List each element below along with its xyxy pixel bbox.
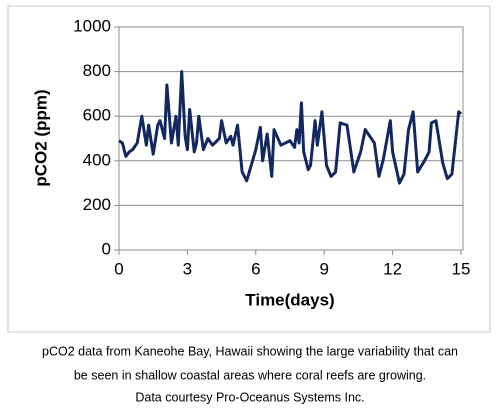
plot-border xyxy=(118,26,464,251)
caption-line: be seen in shallow coastal areas where c… xyxy=(74,368,426,382)
y-tick-label: 200 xyxy=(83,195,111,214)
x-tick-label: 6 xyxy=(251,259,260,278)
chart-frame xyxy=(7,5,491,333)
y-tick-label: 1000 xyxy=(73,16,111,35)
caption-line: pCO2 data from Kaneohe Bay, Hawaii showi… xyxy=(42,344,458,358)
x-tick-label: 12 xyxy=(383,259,402,278)
data-line xyxy=(118,70,463,185)
x-tick-label: 3 xyxy=(183,259,192,278)
y-tick-label: 600 xyxy=(83,106,111,125)
caption-line: Data courtesy Pro-Oceanus Systems Inc. xyxy=(135,390,364,404)
x-tick-label: 15 xyxy=(452,259,471,278)
y-tick-label: 800 xyxy=(83,61,111,80)
y-axis-label: pCO2 (ppm) xyxy=(31,89,50,186)
y-tick-label: 400 xyxy=(83,150,111,169)
y-tick-label: 0 xyxy=(102,239,111,258)
x-tick-label: 0 xyxy=(114,259,123,278)
x-tick-label: 9 xyxy=(319,259,328,278)
x-axis-label: Time(days) xyxy=(245,290,334,309)
